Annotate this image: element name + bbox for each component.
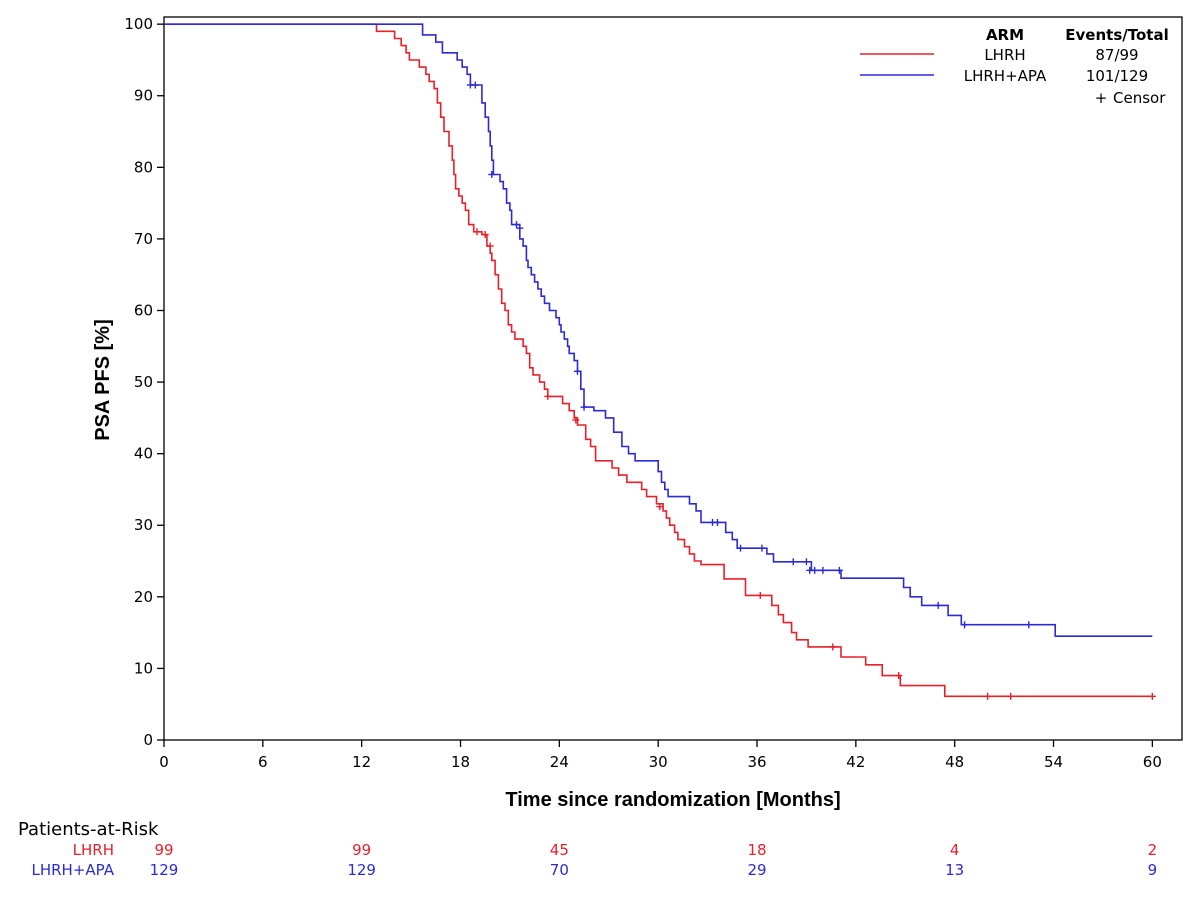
- y-tick-label: 60: [134, 301, 153, 319]
- censor-mark: [895, 672, 903, 680]
- risk-count: 45: [550, 841, 569, 859]
- risk-count: 2: [1148, 841, 1158, 859]
- censor-mark: [1007, 692, 1015, 700]
- risk-table-title: Patients-at-Risk: [18, 819, 159, 840]
- risk-table-rows: LHRH 99 99 45 18 4 2 LHRH+APA 129 129 70 29 13 9: [31, 841, 1157, 879]
- x-tick-label: 60: [1143, 753, 1162, 771]
- risk-row-label: LHRH+APA: [31, 861, 114, 879]
- x-tick-label: 48: [945, 753, 964, 771]
- y-tick-label: 10: [134, 659, 153, 677]
- risk-count: 9: [1148, 861, 1158, 879]
- censor-mark: [471, 81, 479, 89]
- risk-count: 129: [347, 861, 376, 879]
- x-tick-label: 18: [451, 753, 470, 771]
- censor-mark: [756, 591, 764, 599]
- x-tick-label: 12: [352, 753, 371, 771]
- censor-mark: [573, 367, 581, 375]
- legend-header-events: Events/Total: [1065, 26, 1168, 44]
- censor-mark: [819, 566, 827, 574]
- legend: ARM Events/Total LHRH 87/99 LHRH+APA 101/12…: [860, 26, 1169, 107]
- risk-count: 18: [747, 841, 766, 859]
- censor-mark: [473, 228, 481, 236]
- x-tick-label: 36: [747, 753, 766, 771]
- y-tick-label: 90: [134, 87, 153, 105]
- censor-mark: [835, 566, 843, 574]
- risk-count: 129: [150, 861, 179, 879]
- risk-count: 70: [550, 861, 569, 879]
- censor-mark: [713, 518, 721, 526]
- censor-mark: [486, 242, 494, 250]
- x-tick-label: 30: [649, 753, 668, 771]
- legend-items: LHRH 87/99 LHRH+APA 101/129: [860, 46, 1148, 85]
- censor-mark: [737, 544, 745, 552]
- censor-mark: [513, 221, 521, 229]
- censor-mark: [1025, 621, 1033, 629]
- x-axis-label: Time since randomization [Months]: [505, 789, 840, 811]
- axes: [163, 16, 1183, 741]
- series-line-lhrh-apa: [164, 23, 1153, 637]
- censor-mark: [572, 416, 580, 424]
- legend-events-total: 87/99: [1095, 46, 1138, 64]
- censor-mark: [934, 601, 942, 609]
- censor-mark: [811, 566, 819, 574]
- x-tick-label: 24: [550, 753, 569, 771]
- risk-count: 13: [945, 861, 964, 879]
- censor-mark: [544, 392, 552, 400]
- series-line-lhrh: [164, 23, 1153, 698]
- y-tick-label: 80: [134, 158, 153, 176]
- x-tick-label: 0: [159, 753, 169, 771]
- x-tick-label: 6: [258, 753, 268, 771]
- plot-frame: [163, 16, 1183, 741]
- censor-marks: [466, 81, 1156, 700]
- tick-labels: 0 6 12 18 24 30 36 42 48 54 60 0 10 20 30 40 50 60 70 80 90 1…: [124, 15, 1162, 771]
- survival-curves: [164, 23, 1153, 698]
- censor-mark: [984, 692, 992, 700]
- censor-mark: [516, 224, 524, 232]
- censor-mark: [829, 643, 837, 651]
- legend-events-total: 101/129: [1086, 67, 1148, 85]
- censor-mark: [488, 170, 496, 178]
- risk-count: 29: [747, 861, 766, 879]
- x-tick-label: 42: [846, 753, 865, 771]
- risk-table: Patients-at-Risk LHRH 99 99 45 18 4 2 LHRH+APA 1…: [18, 819, 1157, 879]
- x-tick-label: 54: [1044, 753, 1063, 771]
- risk-count: 99: [352, 841, 371, 859]
- y-axis-label: PSA PFS [%]: [92, 319, 114, 441]
- legend-censor-symbol: +: [1095, 89, 1108, 107]
- risk-row-label: LHRH: [73, 841, 114, 859]
- risk-count: 4: [950, 841, 960, 859]
- censor-mark: [961, 621, 969, 629]
- risk-count: 99: [154, 841, 173, 859]
- censor-mark: [789, 558, 797, 566]
- y-tick-label: 0: [143, 731, 153, 749]
- y-tick-label: 30: [134, 516, 153, 534]
- legend-series-name: LHRH: [984, 46, 1025, 64]
- censor-mark: [656, 503, 664, 511]
- y-tick-label: 50: [134, 373, 153, 391]
- censor-mark: [1148, 692, 1156, 700]
- y-tick-label: 100: [124, 15, 153, 33]
- y-tick-label: 20: [134, 588, 153, 606]
- censor-mark: [802, 558, 810, 566]
- legend-censor-label: Censor: [1113, 89, 1166, 107]
- censor-mark: [758, 544, 766, 552]
- legend-header-arm: ARM: [986, 26, 1024, 44]
- censor-mark: [481, 231, 489, 239]
- censor-mark: [580, 403, 588, 411]
- y-tick-label: 40: [134, 445, 153, 463]
- legend-series-name: LHRH+APA: [964, 67, 1047, 85]
- y-tick-label: 70: [134, 230, 153, 248]
